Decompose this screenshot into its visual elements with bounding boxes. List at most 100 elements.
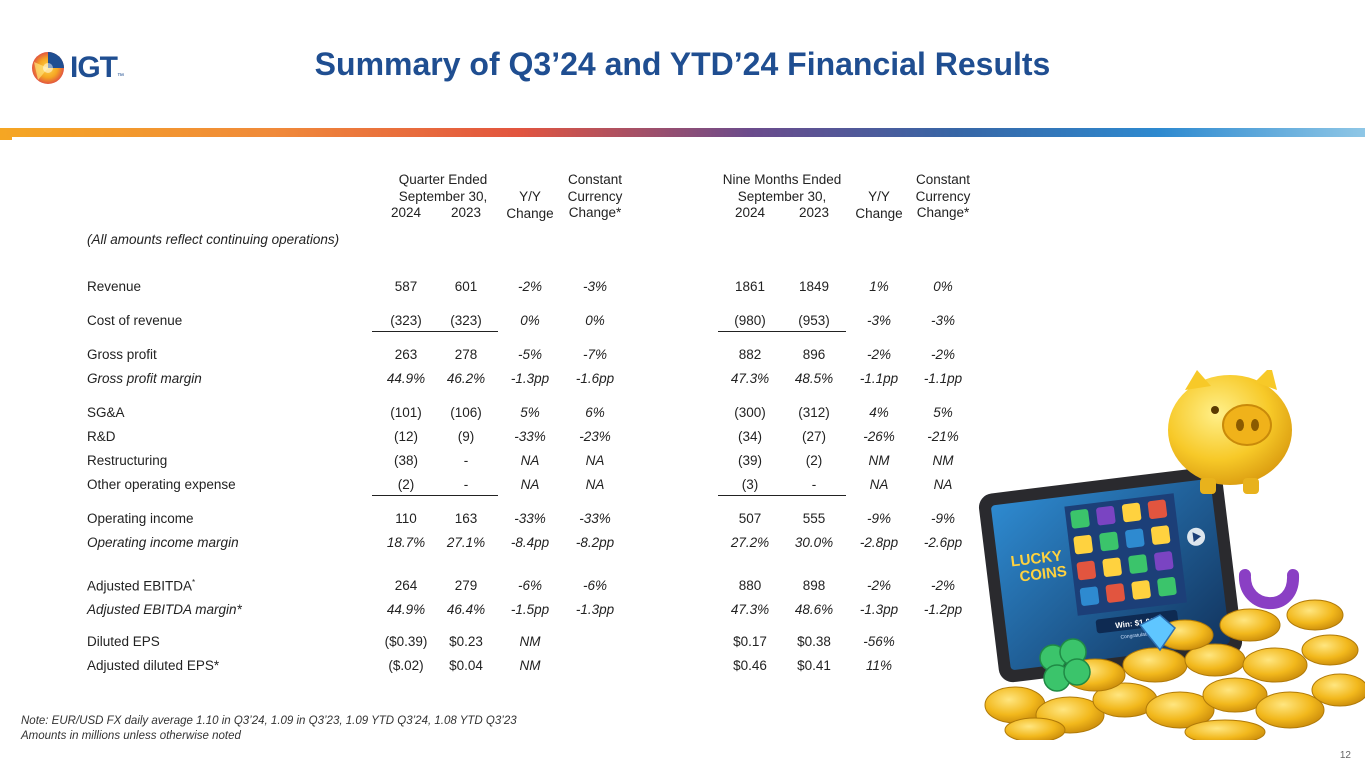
nine-months-cc-header: Constant Currency Change* [911, 172, 975, 222]
units-note: Amounts in millions unless otherwise not… [21, 730, 241, 742]
cost-row-underline-quarter [372, 331, 498, 332]
cell-q23: 601 [454, 279, 478, 294]
cell-ncc: -1.1pp [923, 371, 963, 386]
igt-logo-icon [32, 52, 64, 84]
cell-n23: (2) [805, 453, 823, 468]
game-title-line1: LUCKY [1010, 547, 1063, 570]
cell-nyy: 4% [869, 405, 889, 420]
quarter-yy-header: Y/Y Change [502, 189, 558, 222]
cell-qyy: -5% [517, 347, 542, 362]
cell-ncc: -2% [930, 578, 955, 593]
cell-q23: - [463, 477, 469, 492]
cell-nyy: NA [869, 477, 889, 492]
cell-q23: 279 [454, 578, 478, 593]
row-label-text: SG&A [87, 405, 125, 420]
row-label: Diluted EPS [87, 634, 160, 649]
lucky-coins-artwork: LUCKY COINS Win: $1,000 Congratulations! [978, 370, 1365, 740]
row-label: Restructuring [87, 453, 167, 468]
logo-trademark: ™ [117, 73, 124, 80]
cell-q24: ($.02) [388, 658, 424, 673]
row-label-text: Gross profit [87, 347, 157, 362]
cell-q24: 44.9% [386, 602, 426, 617]
cell-q23: 27.1% [446, 535, 486, 550]
page-number: 12 [1339, 750, 1351, 761]
cell-ncc: -3% [930, 313, 955, 328]
cell-q24: (38) [393, 453, 418, 468]
tablet-icon: LUCKY COINS Win: $1,000 Congratulations! [978, 466, 1243, 683]
cell-n24: 507 [738, 511, 762, 526]
congrats-text: Congratulations! [1120, 630, 1157, 640]
cell-n23: 555 [802, 511, 826, 526]
piggy-bank-icon [1168, 370, 1292, 494]
row-label: Revenue [87, 279, 141, 294]
cell-qyy: 5% [520, 405, 540, 420]
nine-months-2023-header: 2023 [798, 205, 830, 220]
row-label: Cost of revenue [87, 313, 182, 328]
row-label-text: R&D [87, 429, 116, 444]
cell-n24: (34) [737, 429, 762, 444]
cell-qcc: -8.2pp [575, 535, 615, 550]
row-label-superscript: * [192, 578, 196, 587]
cell-q24: (12) [393, 429, 418, 444]
cell-n24: (980) [734, 313, 766, 328]
cell-n24: 1861 [734, 279, 766, 294]
row-label: Adjusted EBITDA* [87, 578, 195, 594]
quarter-cc-header-line2: Currency [567, 188, 623, 204]
row-label: Adjusted diluted EPS* [87, 658, 219, 673]
gem-icon [1138, 614, 1176, 652]
cell-nyy: -56% [863, 634, 895, 649]
cell-n23: - [811, 477, 817, 492]
nine-months-cc-header-line2: Currency [915, 188, 971, 204]
cell-qyy: -33% [514, 511, 546, 526]
cell-qcc: -1.3pp [575, 602, 615, 617]
row-label-text: Diluted EPS [87, 634, 160, 649]
row-label: Other operating expense [87, 477, 236, 492]
cell-ncc: -1.2pp [923, 602, 963, 617]
cell-q24: (323) [390, 313, 422, 328]
quarter-cc-header-line3: Change* [568, 205, 622, 220]
cell-qcc: NA [585, 477, 605, 492]
cell-n24: 47.3% [730, 602, 770, 617]
nine-months-yy-header-line2: Change [855, 205, 903, 221]
row-label-text: Other operating expense [87, 477, 236, 492]
coin-pile [984, 599, 1365, 740]
cell-nyy: -26% [863, 429, 895, 444]
cell-n23: (953) [798, 313, 830, 328]
quarter-cc-header: Constant Currency Change* [563, 172, 627, 222]
horseshoe-icon [1239, 569, 1299, 610]
opex-row-underline-nine [718, 495, 846, 496]
cell-n23: $0.41 [797, 658, 831, 673]
cell-n23: 898 [802, 578, 826, 593]
quarter-yy-header-line2: Change [506, 205, 554, 221]
cell-ncc: NM [932, 453, 954, 468]
cell-nyy: -2.8pp [859, 535, 899, 550]
logo-text: IGT [70, 51, 118, 84]
cell-qcc: 0% [585, 313, 605, 328]
cell-q23: 46.4% [446, 602, 486, 617]
cell-nyy: -9% [866, 511, 891, 526]
cell-n24: $0.46 [733, 658, 767, 673]
opex-row-underline-quarter [372, 495, 498, 496]
cell-nyy: 1% [869, 279, 889, 294]
cell-nyy: -1.1pp [859, 371, 899, 386]
cell-q24: 264 [394, 578, 418, 593]
cell-qcc: -23% [579, 429, 611, 444]
row-label: Gross profit [87, 347, 157, 362]
row-label-text: Operating income [87, 511, 194, 526]
cell-n24: 882 [738, 347, 762, 362]
nine-months-2024-header: 2024 [734, 205, 766, 220]
row-label: Adjusted EBITDA margin* [87, 602, 242, 617]
row-label-text: Restructuring [87, 453, 168, 468]
header-band-notch [0, 137, 12, 140]
cell-qyy: -2% [517, 279, 542, 294]
cell-nyy: -2% [866, 578, 891, 593]
cell-n24: (39) [737, 453, 762, 468]
nine-months-yy-header: Y/Y Change [851, 189, 907, 222]
cost-row-underline-nine [718, 331, 846, 332]
cell-q23: 46.2% [446, 371, 486, 386]
cell-q24: (2) [397, 477, 415, 492]
cell-n24: 47.3% [730, 371, 770, 386]
cell-q24: (101) [390, 405, 422, 420]
quarter-group-header-line2: September 30, [398, 188, 488, 204]
